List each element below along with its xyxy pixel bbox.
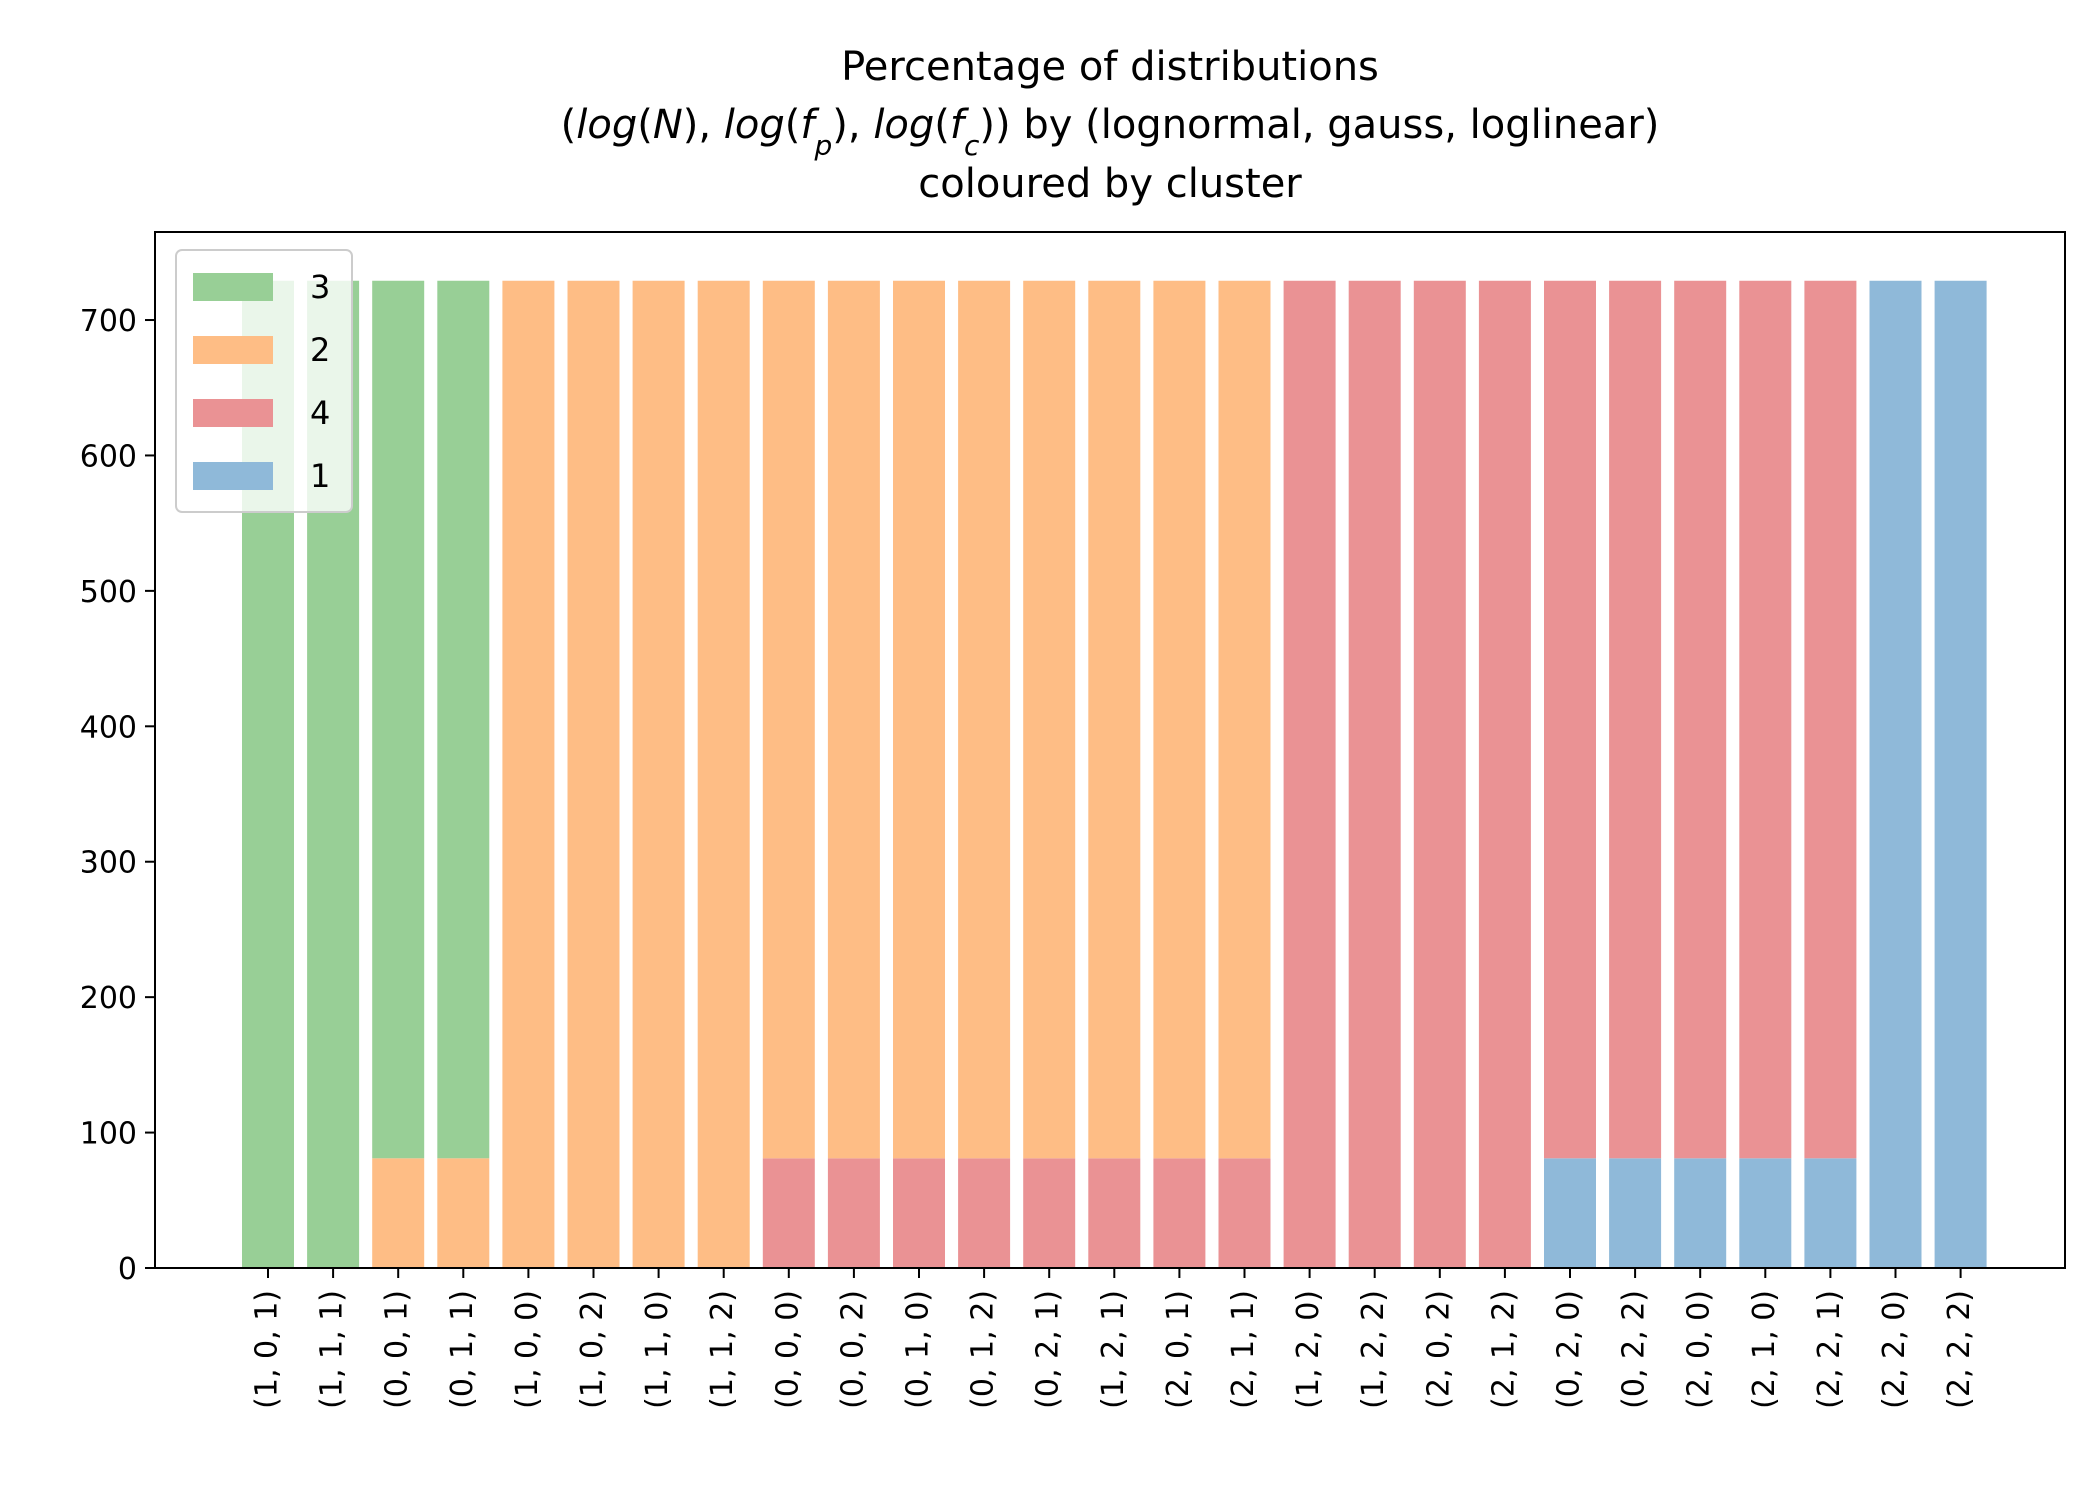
bar-series-1-21	[1609, 1158, 1662, 1268]
xtick-label-8: (0, 0, 0)	[770, 1290, 805, 1409]
bar-series-4-17	[1348, 280, 1401, 1268]
title-line-2: (log(N), log(fp), log(fc)) by (lognormal…	[561, 102, 1660, 162]
xtick-label-18: (2, 0, 2)	[1421, 1290, 1456, 1409]
bar-series-4-10	[893, 1158, 945, 1268]
bar-series-1-23	[1739, 1158, 1792, 1268]
bar-series-4-8	[762, 1158, 815, 1268]
xtick-label-3: (0, 1, 1)	[445, 1290, 480, 1409]
ytick-label-200: 200	[80, 981, 137, 1016]
bar-series-2-7	[697, 280, 750, 1268]
legend-label-2: 2	[310, 331, 330, 369]
legend-box	[175, 249, 353, 513]
legend-swatch-2	[193, 336, 273, 364]
plot-frame	[154, 231, 2066, 1269]
bar-series-4-11	[958, 1158, 1011, 1268]
bar-series-1-26	[1934, 280, 1987, 1268]
xtick-label-21: (0, 2, 2)	[1617, 1290, 1652, 1409]
bar-series-4-16	[1283, 280, 1336, 1268]
ytick-label-500: 500	[80, 575, 137, 610]
xtick-label-22: (2, 0, 0)	[1682, 1290, 1717, 1409]
bar-series-2-10	[893, 280, 945, 1159]
legend-label-4: 4	[310, 394, 330, 432]
bar-series-4-9	[827, 1158, 880, 1268]
xtick-label-14: (2, 0, 1)	[1161, 1290, 1196, 1409]
bar-series-2-11	[958, 280, 1011, 1159]
xtick-label-11: (0, 1, 2)	[966, 1290, 1001, 1409]
y-axis: 0 100 200 300 400 500 600 700	[80, 304, 155, 1287]
bar-series-4-12	[1023, 1158, 1076, 1268]
xtick-label-9: (0, 0, 2)	[835, 1290, 870, 1409]
xtick-label-7: (1, 1, 2)	[705, 1290, 740, 1409]
xtick-label-20: (0, 2, 0)	[1552, 1290, 1587, 1409]
bar-series-2-13	[1088, 280, 1141, 1159]
bar-series-4-23	[1739, 280, 1792, 1159]
legend-label-3: 3	[310, 268, 330, 306]
bar-series-4-18	[1413, 280, 1466, 1268]
bar-series-4-20	[1544, 280, 1596, 1159]
bar-series-2-12	[1023, 280, 1076, 1159]
xtick-label-13: (1, 2, 1)	[1096, 1290, 1131, 1409]
xtick-label-23: (2, 1, 0)	[1747, 1290, 1782, 1409]
ytick-label-400: 400	[80, 710, 137, 745]
bar-series-4-14	[1153, 1158, 1206, 1268]
title-line-1: Percentage of distributions	[841, 44, 1379, 90]
xtick-label-1: (1, 1, 1)	[315, 1290, 350, 1409]
xtick-label-15: (2, 1, 1)	[1226, 1290, 1261, 1409]
bar-series-4-19	[1478, 280, 1531, 1268]
bar-series-2-15	[1218, 280, 1271, 1159]
bar-series-4-13	[1088, 1158, 1141, 1268]
ytick-label-600: 600	[80, 439, 137, 474]
ytick-label-0: 0	[118, 1252, 137, 1287]
xtick-label-26: (2, 2, 2)	[1942, 1290, 1977, 1409]
bar-series-3-3	[437, 280, 490, 1159]
x-axis: (1, 0, 1) (1, 1, 1) (0, 0, 1) (0, 1, 1) (1, …	[250, 1268, 1977, 1409]
xtick-label-24: (2, 2, 1)	[1812, 1290, 1847, 1409]
bar-series-2-5	[567, 280, 620, 1268]
xtick-label-0: (1, 0, 1)	[250, 1290, 285, 1409]
xtick-label-12: (0, 2, 1)	[1031, 1290, 1066, 1409]
xtick-label-6: (1, 1, 0)	[640, 1290, 675, 1409]
legend-swatch-1	[193, 462, 273, 490]
bar-series-2-9	[827, 280, 880, 1159]
ytick-label-300: 300	[80, 846, 137, 881]
chart-title: Percentage of distributions (log(N), log…	[561, 44, 1660, 207]
title-line-3: coloured by cluster	[918, 161, 1302, 207]
xtick-label-25: (2, 2, 0)	[1877, 1290, 1912, 1409]
ytick-label-100: 100	[80, 1117, 137, 1152]
xtick-label-19: (2, 1, 2)	[1486, 1290, 1521, 1409]
bar-series-2-14	[1153, 280, 1206, 1159]
legend: 3 2 4 1	[175, 249, 353, 513]
ytick-label-700: 700	[80, 304, 137, 339]
legend-swatch-4	[193, 399, 273, 427]
bar-series-2-4	[502, 280, 555, 1268]
xtick-label-2: (0, 0, 1)	[380, 1290, 415, 1409]
bar-series-4-15	[1218, 1158, 1271, 1268]
bar-series-2-6	[632, 280, 685, 1268]
xtick-label-10: (0, 1, 0)	[901, 1290, 936, 1409]
xtick-label-5: (1, 0, 2)	[575, 1290, 610, 1409]
bar-series-1-25	[1869, 280, 1922, 1268]
xtick-label-16: (1, 2, 0)	[1291, 1290, 1326, 1409]
bar-series-2-2	[372, 1158, 425, 1268]
bar-series-2-8	[762, 280, 815, 1159]
bar-series-4-22	[1674, 280, 1727, 1159]
legend-swatch-3	[193, 273, 273, 301]
bar-series-3-2	[372, 280, 425, 1159]
bars	[242, 280, 1987, 1268]
bar-series-1-22	[1674, 1158, 1727, 1268]
legend-label-1: 1	[310, 457, 330, 495]
xtick-label-17: (1, 2, 2)	[1356, 1290, 1391, 1409]
bar-series-4-24	[1804, 280, 1857, 1159]
bar-series-4-21	[1609, 280, 1662, 1159]
bar-series-1-24	[1804, 1158, 1857, 1268]
xtick-label-4: (1, 0, 0)	[510, 1290, 545, 1409]
bar-series-1-20	[1544, 1158, 1596, 1268]
bar-series-2-3	[437, 1158, 490, 1268]
